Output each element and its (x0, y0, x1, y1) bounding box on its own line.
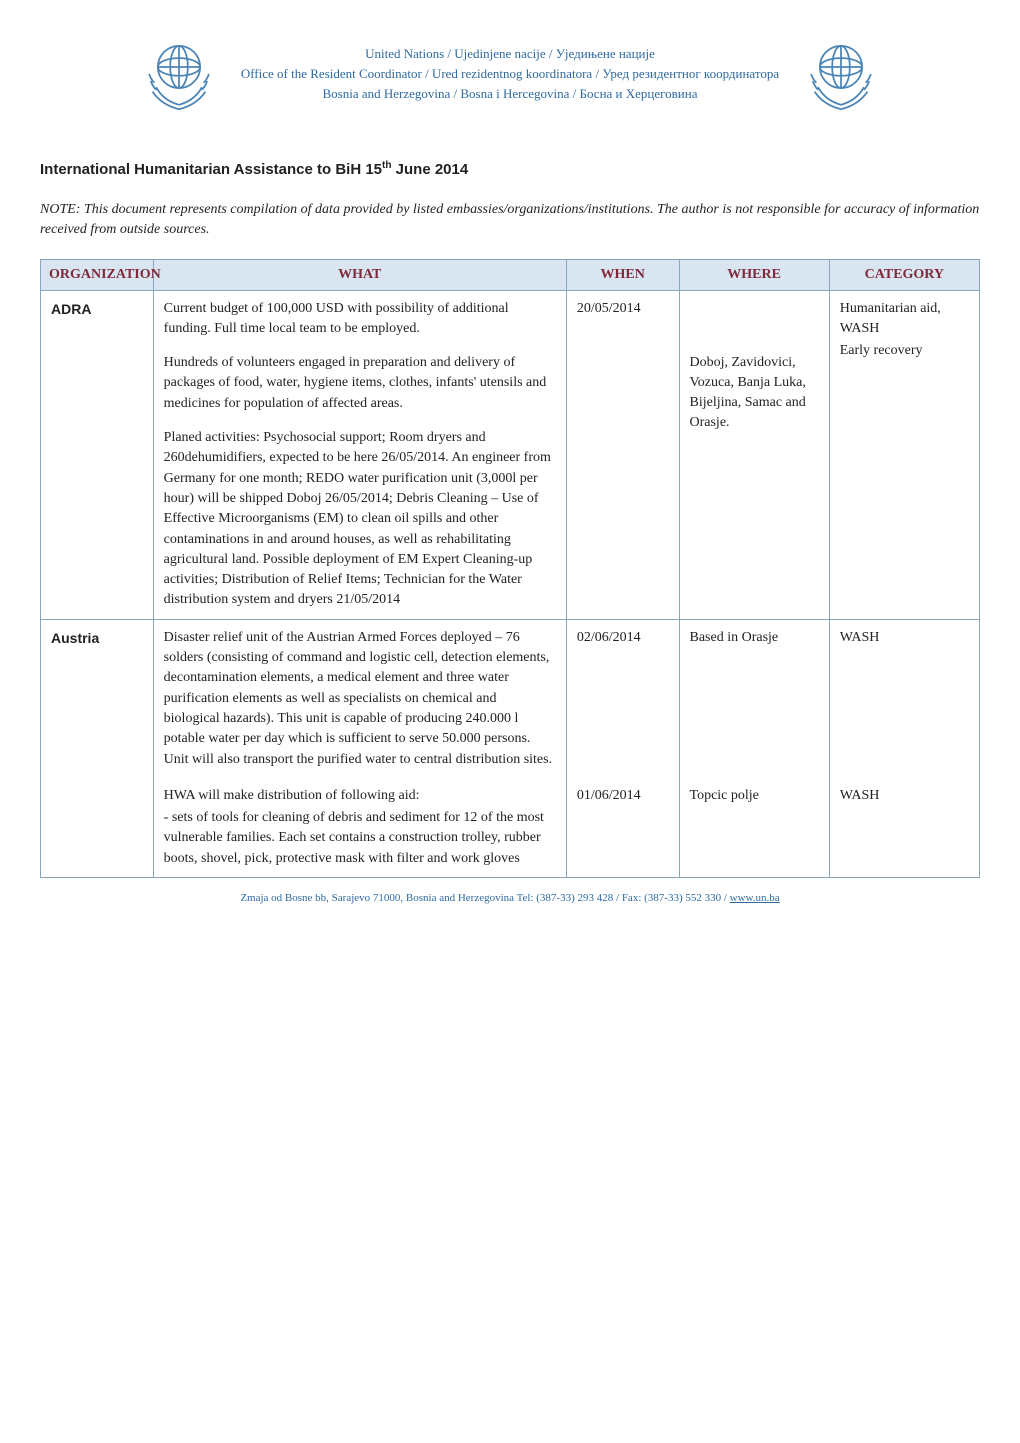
col-where: WHERE (679, 259, 829, 290)
what-paragraph: Current budget of 100,000 USD with possi… (164, 299, 556, 340)
category-value: Humanitarian aid, WASH (840, 299, 969, 340)
letterhead-text: United Nations / Ujedinjene nacije / Ује… (241, 44, 779, 104)
category-cell: WASH (829, 778, 979, 878)
what-paragraph: Disaster relief unit of the Austrian Arm… (164, 628, 556, 770)
what-paragraph: Hundreds of volunteers engaged in prepar… (164, 353, 556, 414)
un-emblem-left (135, 30, 223, 118)
what-cell: Disaster relief unit of the Austrian Arm… (153, 619, 566, 778)
what-cell: Current budget of 100,000 USD with possi… (153, 290, 566, 619)
when-cell: 20/05/2014 (566, 290, 679, 619)
where-cell: Based in Orasje (679, 619, 829, 778)
title-suffix: June 2014 (391, 161, 468, 178)
letterhead-line-3: Bosnia and Herzegovina / Bosna i Hercego… (241, 84, 779, 104)
where-cell: Topcic polje (679, 778, 829, 878)
col-organization: ORGANIZATION (41, 259, 154, 290)
org-cell: Austria (41, 619, 154, 877)
col-category: CATEGORY (829, 259, 979, 290)
when-cell: 01/06/2014 (566, 778, 679, 878)
un-emblem-icon (135, 30, 223, 118)
footer-link[interactable]: www.un.ba (730, 892, 780, 904)
category-cell: WASH (829, 619, 979, 778)
unct-bih-emblem-icon (797, 30, 885, 118)
un-emblem-right (797, 30, 885, 118)
letterhead: United Nations / Ujedinjene nacije / Ује… (40, 30, 980, 118)
where-value (690, 299, 819, 339)
table-header-row: ORGANIZATION WHAT WHEN WHERE CATEGORY (41, 259, 980, 290)
document-title: International Humanitarian Assistance to… (40, 160, 980, 178)
what-cell: HWA will make distribution of following … (153, 778, 566, 878)
table-row: Austria Disaster relief unit of the Aust… (41, 619, 980, 778)
footer-text: Zmaja od Bosne bb, Sarajevo 71000, Bosni… (240, 892, 729, 904)
when-value: 20/05/2014 (577, 299, 669, 319)
assistance-table: ORGANIZATION WHAT WHEN WHERE CATEGORY AD… (40, 259, 980, 878)
col-what: WHAT (153, 259, 566, 290)
what-paragraph: - sets of tools for cleaning of debris a… (164, 808, 556, 869)
category-cell: Humanitarian aid, WASH Early recovery (829, 290, 979, 619)
when-cell: 02/06/2014 (566, 619, 679, 778)
table-row: HWA will make distribution of following … (41, 778, 980, 878)
what-paragraph: Planed activities: Psychosocial support;… (164, 428, 556, 611)
letterhead-line-1: United Nations / Ujedinjene nacije / Ује… (241, 44, 779, 64)
what-paragraph: HWA will make distribution of following … (164, 786, 556, 806)
title-prefix: International Humanitarian Assistance to… (40, 161, 382, 178)
org-cell: ADRA (41, 290, 154, 619)
table-row: ADRA Current budget of 100,000 USD with … (41, 290, 980, 619)
where-value: Doboj, Zavidovici, Vozuca, Banja Luka, B… (690, 353, 819, 434)
document-note: NOTE: This document represents compilati… (40, 200, 980, 241)
col-when: WHEN (566, 259, 679, 290)
letterhead-line-2: Office of the Resident Coordinator / Ure… (241, 64, 779, 84)
where-cell: Doboj, Zavidovici, Vozuca, Banja Luka, B… (679, 290, 829, 619)
category-value: Early recovery (840, 341, 969, 361)
page-footer: Zmaja od Bosne bb, Sarajevo 71000, Bosni… (40, 892, 980, 904)
